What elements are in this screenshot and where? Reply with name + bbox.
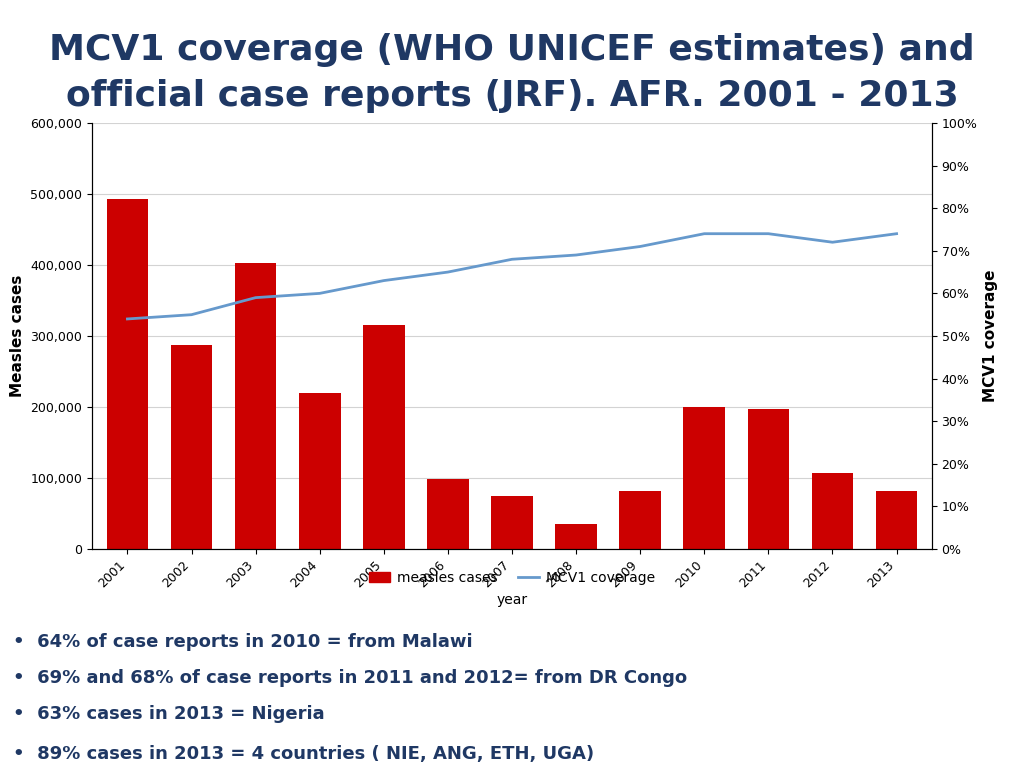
Bar bbox=[555, 524, 597, 549]
Bar bbox=[683, 407, 725, 549]
Text: official case reports (JRF). AFR. 2001 - 2013: official case reports (JRF). AFR. 2001 -… bbox=[66, 79, 958, 113]
Bar bbox=[748, 409, 790, 549]
Text: •  64% of case reports in 2010 = from Malawi: • 64% of case reports in 2010 = from Mal… bbox=[13, 633, 473, 651]
Bar bbox=[492, 496, 532, 549]
Y-axis label: MCV1 coverage: MCV1 coverage bbox=[983, 270, 998, 402]
X-axis label: year: year bbox=[497, 594, 527, 607]
Bar bbox=[171, 346, 212, 549]
Bar bbox=[299, 392, 341, 549]
Text: MCV1 coverage (WHO UNICEF estimates) and: MCV1 coverage (WHO UNICEF estimates) and bbox=[49, 33, 975, 67]
Text: •  69% and 68% of case reports in 2011 and 2012= from DR Congo: • 69% and 68% of case reports in 2011 an… bbox=[13, 669, 687, 687]
Legend: measles cases, MCV1 coverage: measles cases, MCV1 coverage bbox=[364, 565, 660, 591]
Bar bbox=[620, 491, 662, 549]
Bar bbox=[106, 199, 148, 549]
Text: •  89% cases in 2013 = 4 countries ( NIE, ANG, ETH, UGA): • 89% cases in 2013 = 4 countries ( NIE,… bbox=[13, 745, 594, 763]
Text: •  63% cases in 2013 = Nigeria: • 63% cases in 2013 = Nigeria bbox=[13, 706, 325, 723]
Bar bbox=[362, 325, 404, 549]
Bar bbox=[234, 263, 276, 549]
Bar bbox=[876, 491, 918, 549]
Bar bbox=[427, 478, 469, 549]
Bar bbox=[812, 473, 853, 549]
Y-axis label: Measles cases: Measles cases bbox=[10, 275, 25, 397]
